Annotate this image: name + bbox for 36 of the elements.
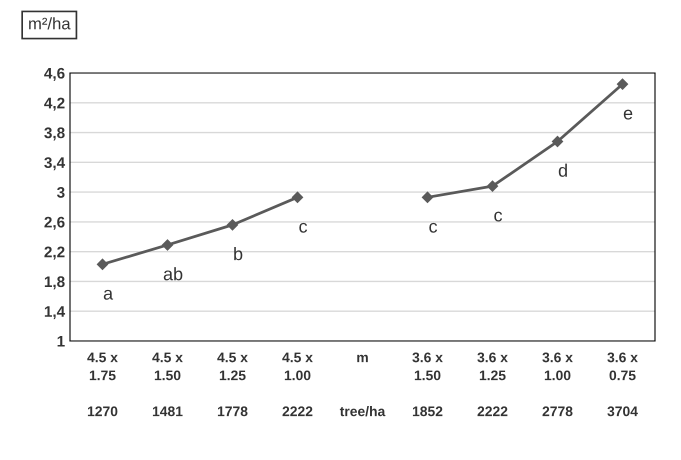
- point: [486, 180, 498, 192]
- category-label: 4.5 x 1.25 1778: [217, 352, 248, 416]
- annotation: d: [558, 164, 567, 177]
- category-label: m tree/ha: [340, 354, 386, 416]
- annotation: c: [494, 212, 502, 222]
- y-tick-label: 2,6: [44, 216, 65, 230]
- annotation: ab: [164, 267, 182, 280]
- y-tick-label: 3,8: [44, 127, 65, 140]
- annotation: a: [104, 290, 114, 300]
- point: [292, 192, 304, 203]
- point: [96, 258, 108, 270]
- y-axis-title: m²/ha: [29, 17, 71, 30]
- category-label: 3.6 x 1.25 2222: [477, 352, 508, 416]
- y-tick-label: 4,6: [44, 68, 65, 81]
- annotation: c: [299, 222, 308, 233]
- annotation: b: [234, 247, 242, 260]
- category-label: 3.6 x 1.00 2778: [542, 352, 573, 416]
- y-tick-label: 1,4: [44, 306, 66, 320]
- annotation: c: [429, 222, 438, 233]
- point: [422, 192, 434, 203]
- point: [552, 136, 564, 148]
- category-label: 4.5 x 1.50 1481: [152, 352, 183, 416]
- y-tick-label: 2,2: [44, 246, 65, 260]
- category-label: 3.6 x 0.75 3704: [607, 352, 638, 416]
- category-label: 4.5 x 1.00 2222: [282, 352, 313, 416]
- point: [162, 239, 174, 251]
- point: [616, 78, 628, 90]
- category-label: 4.5 x 1.75 1270: [87, 352, 118, 416]
- y-tick-label: 3: [56, 186, 65, 198]
- category-label: 3.6 x 1.50 1852: [412, 352, 443, 416]
- annotation: e: [624, 110, 632, 120]
- y-tick-label: 1: [58, 336, 65, 347]
- y-tick-label: 1,8: [44, 276, 65, 290]
- y-tick-label: 3,4: [44, 157, 66, 170]
- y-tick-label: 4,2: [44, 98, 65, 111]
- point: [226, 219, 238, 230]
